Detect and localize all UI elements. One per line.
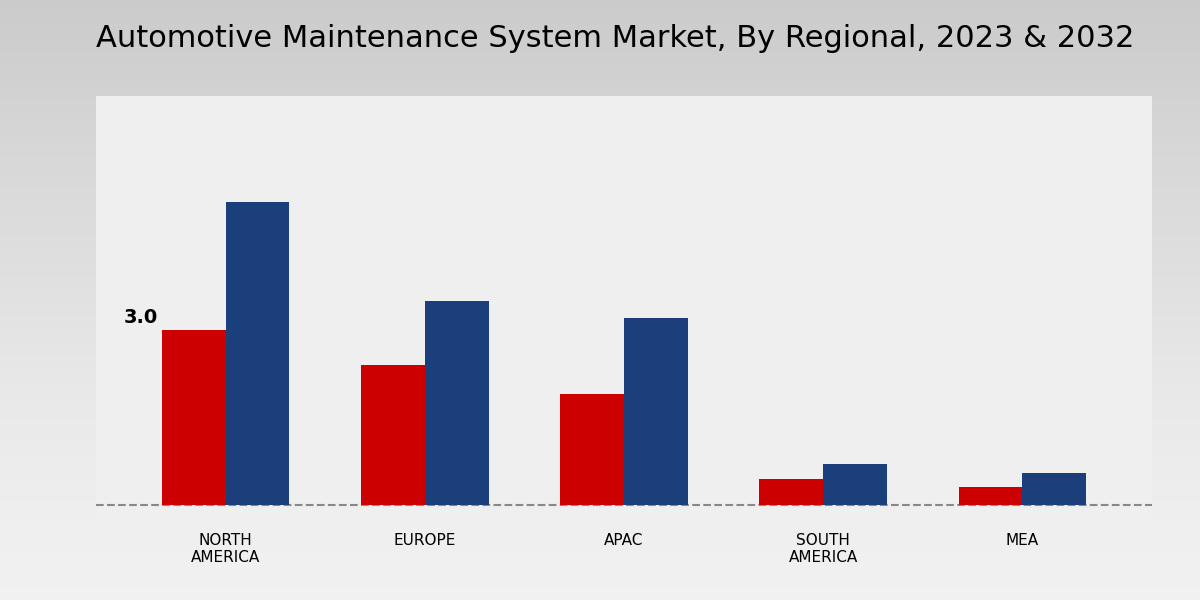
Bar — [823, 464, 887, 505]
Bar — [1022, 473, 1086, 505]
Bar — [624, 319, 688, 505]
Bar — [760, 479, 823, 505]
Bar — [959, 487, 1022, 505]
Bar — [162, 330, 226, 505]
Bar — [425, 301, 488, 505]
Bar — [560, 394, 624, 505]
Text: Automotive Maintenance System Market, By Regional, 2023 & 2032: Automotive Maintenance System Market, By… — [96, 24, 1134, 53]
Bar — [361, 365, 425, 505]
Text: 3.0: 3.0 — [124, 308, 157, 327]
Bar — [226, 202, 289, 505]
